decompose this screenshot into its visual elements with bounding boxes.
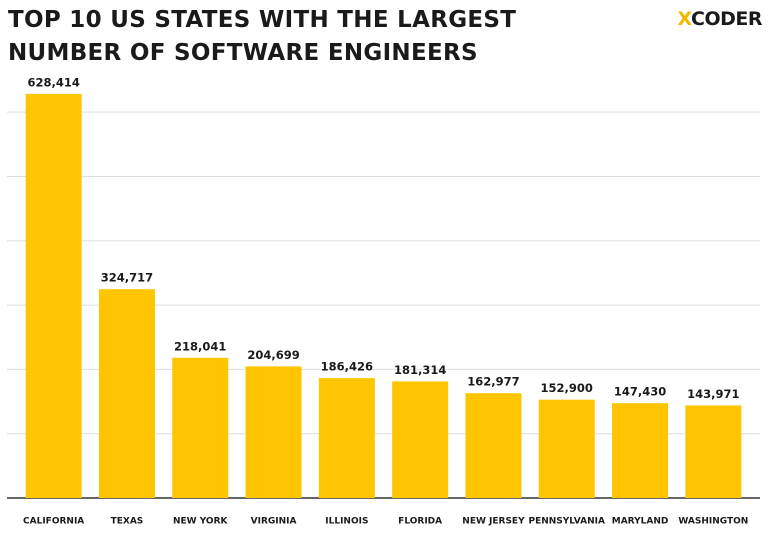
x-tick-label: TEXAS — [111, 517, 144, 527]
value-label: 186,426 — [321, 360, 373, 374]
x-tick-label: ILLINOIS — [325, 517, 368, 527]
bar — [25, 93, 82, 498]
bar — [392, 381, 449, 498]
logo: XCODER — [677, 8, 763, 30]
x-tick-label: PENNSYLVANIA — [529, 517, 606, 527]
bar — [685, 405, 742, 498]
x-tick-label: CALIFORNIA — [23, 517, 84, 527]
chart-title: TOP 10 US STATES WITH THE LARGEST NUMBER… — [8, 7, 517, 66]
bar — [172, 357, 229, 498]
value-label: 324,717 — [101, 271, 153, 285]
value-label: 162,977 — [467, 375, 519, 389]
bar — [98, 289, 155, 498]
bar — [318, 378, 375, 498]
x-tick-label: MARYLAND — [612, 517, 669, 527]
value-label: 628,414 — [27, 75, 79, 89]
value-label: 152,900 — [541, 381, 593, 395]
bar — [538, 399, 595, 498]
bar — [612, 403, 669, 498]
bar — [465, 393, 522, 498]
value-label: 181,314 — [394, 363, 446, 377]
x-tick-label: WASHINGTON — [678, 517, 748, 527]
value-label: 143,971 — [687, 387, 739, 401]
x-tick-label: VIRGINIA — [251, 517, 297, 527]
bar — [245, 366, 302, 498]
value-label: 204,699 — [247, 348, 299, 362]
value-label: 147,430 — [614, 385, 666, 399]
x-tick-label: NEW JERSEY — [462, 517, 525, 527]
x-tick-label: FLORIDA — [398, 517, 442, 527]
value-label: 218,041 — [174, 339, 226, 353]
x-tick-label: NEW YORK — [173, 517, 229, 527]
